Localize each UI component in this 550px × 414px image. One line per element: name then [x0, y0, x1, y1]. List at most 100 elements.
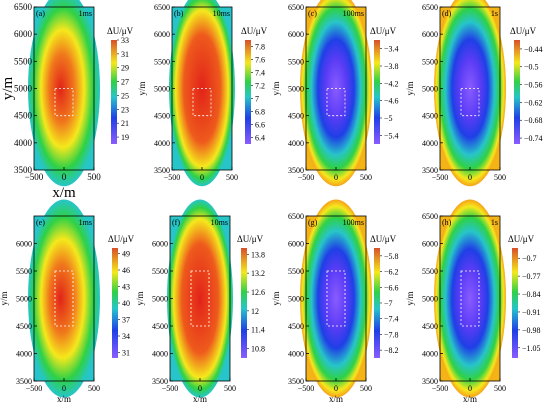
source-outline [54, 88, 74, 117]
colorbar-tick-label: 7.4 [255, 69, 265, 78]
colorbar-tick-label: −0.91 [522, 308, 541, 317]
panel-c: (c) 100ms −500 0 500 6500 6000 5500 5000 4500 4000… [271, 0, 399, 187]
y-tick-label: 4500 [14, 111, 33, 121]
colorbar-tick-label: 25 [121, 91, 129, 100]
colorbar-tick-label: −0.7 [522, 254, 537, 263]
y-tick-label: 6500 [154, 3, 170, 12]
colorbar-tick-label: 7.2 [255, 82, 265, 91]
y-tick-label: 5500 [152, 267, 168, 276]
y-tick-label: 4500 [152, 322, 168, 331]
x-axis-label: x/m [329, 394, 343, 404]
y-tick-label: 5500 [288, 267, 304, 276]
y-tick-label: 6500 [422, 3, 438, 12]
y-tick-label: 4000 [154, 139, 170, 148]
y-tick-label: 4000 [152, 350, 168, 359]
y-tick-label: 6000 [288, 30, 304, 39]
y-tick-label: 3500 [14, 165, 33, 175]
colorbar-tick-label: 10.8 [251, 345, 265, 354]
panel-letter: (f) [172, 218, 180, 227]
colorbar-tick-label: −0.56 [524, 81, 543, 90]
y-tick-label: 4000 [422, 139, 438, 148]
colorbar [111, 40, 117, 144]
x-tick-label: 500 [88, 384, 100, 393]
colorbar-label: ΔU/μV [370, 234, 397, 244]
colorbar-tick-label: 40 [122, 299, 130, 308]
y-axis-label: y/m [405, 81, 415, 95]
y-axis-label: y/m [0, 291, 9, 305]
panel-letter: (e) [36, 218, 45, 227]
x-tick-label: 500 [224, 384, 236, 393]
panel-time: 1ms [79, 218, 92, 227]
colorbar-tick-label: 13.2 [251, 269, 265, 278]
y-tick-label: 6500 [288, 3, 304, 12]
y-axis-label: y/m [0, 77, 16, 101]
panel-f: (f) 10ms −500 0 500 6000 5500 5000 4500 4000 3500 y… [135, 199, 265, 404]
y-tick-label: 3500 [422, 166, 438, 175]
colorbar-tick-label: 11.4 [251, 326, 265, 335]
x-tick-label: 500 [360, 384, 372, 393]
heatmap-field [434, 0, 506, 187]
colorbar-tick-label: −4.6 [384, 97, 399, 106]
heatmap-field [28, 0, 100, 187]
colorbar-tick-label: −0.84 [522, 290, 541, 299]
y-tick-label: 4000 [288, 350, 304, 359]
colorbar-tick-label: 34 [122, 332, 130, 341]
source-outline [326, 88, 346, 117]
y-tick-label: 4500 [16, 322, 32, 331]
panels-layer: (a) 1ms−500 0 50065006000550050004500400035… [0, 0, 543, 404]
x-tick-label: 500 [494, 173, 506, 182]
x-tick-label: −500 [25, 172, 44, 182]
x-tick-label: 0 [198, 384, 202, 393]
y-tick-label: 5000 [14, 84, 33, 94]
x-tick-label: −500 [298, 173, 315, 182]
colorbar-tick-label: −7 [384, 299, 393, 308]
y-tick-label: 4500 [422, 322, 438, 331]
colorbar-label: ΔU/μV [241, 26, 268, 36]
y-tick-label: 6500 [14, 2, 33, 12]
source-outline [190, 270, 210, 327]
colorbar-tick-label: 12 [251, 307, 259, 316]
panel-d: (d) 1s −500 0 500 6500 6000 5500 5000 4500 4000 350… [405, 0, 543, 187]
colorbar-tick-label: −5 [384, 114, 393, 123]
x-tick-label: 500 [226, 173, 238, 182]
y-tick-label: 5000 [422, 85, 438, 94]
colorbar-tick-label: −0.77 [522, 272, 541, 281]
y-tick-label: 3500 [152, 377, 168, 386]
colorbar-tick-label: −0.62 [524, 98, 543, 107]
colorbar-label: ΔU/μV [510, 26, 537, 36]
colorbar-tick-label: 7.8 [255, 43, 265, 52]
colorbar [241, 248, 247, 358]
colorbar-tick-label: −3.4 [384, 45, 399, 54]
y-tick-label: 5500 [422, 57, 438, 66]
heatmap-field [434, 199, 506, 398]
source-outline [460, 270, 480, 327]
y-tick-label: 6000 [154, 30, 170, 39]
y-tick-label: 3500 [16, 377, 32, 386]
heatmap-field [28, 199, 100, 398]
heatmap-field [167, 199, 233, 398]
colorbar-tick-label: 7.6 [255, 56, 265, 65]
x-axis-label: x/m [193, 394, 207, 404]
panel-letter: (a) [36, 9, 45, 18]
panel-letter: (c) [308, 9, 317, 18]
panel-time: 1ms [79, 9, 92, 18]
panel-letter: (h) [442, 218, 452, 227]
colorbar-tick-label: 31 [121, 50, 129, 59]
colorbar-tick-label: 6.6 [255, 121, 265, 130]
x-tick-label: −500 [162, 384, 179, 393]
x-tick-label: 0 [334, 384, 338, 393]
x-tick-label: 500 [87, 172, 101, 182]
y-tick-label: 6000 [152, 240, 168, 249]
colorbar-tick-label: 6.8 [255, 108, 265, 117]
colorbar-tick-label: 6.4 [255, 134, 265, 143]
y-tick-label: 4000 [422, 350, 438, 359]
panel-time: 1s [491, 9, 498, 18]
colorbar [374, 248, 380, 358]
y-tick-label: 4000 [14, 138, 33, 148]
y-tick-label: 3500 [288, 166, 304, 175]
x-tick-label: 0 [200, 173, 204, 182]
colorbar-tick-label: −5.4 [384, 131, 399, 140]
y-tick-label: 5500 [16, 267, 32, 276]
colorbar-tick-label: −0.5 [524, 63, 539, 72]
